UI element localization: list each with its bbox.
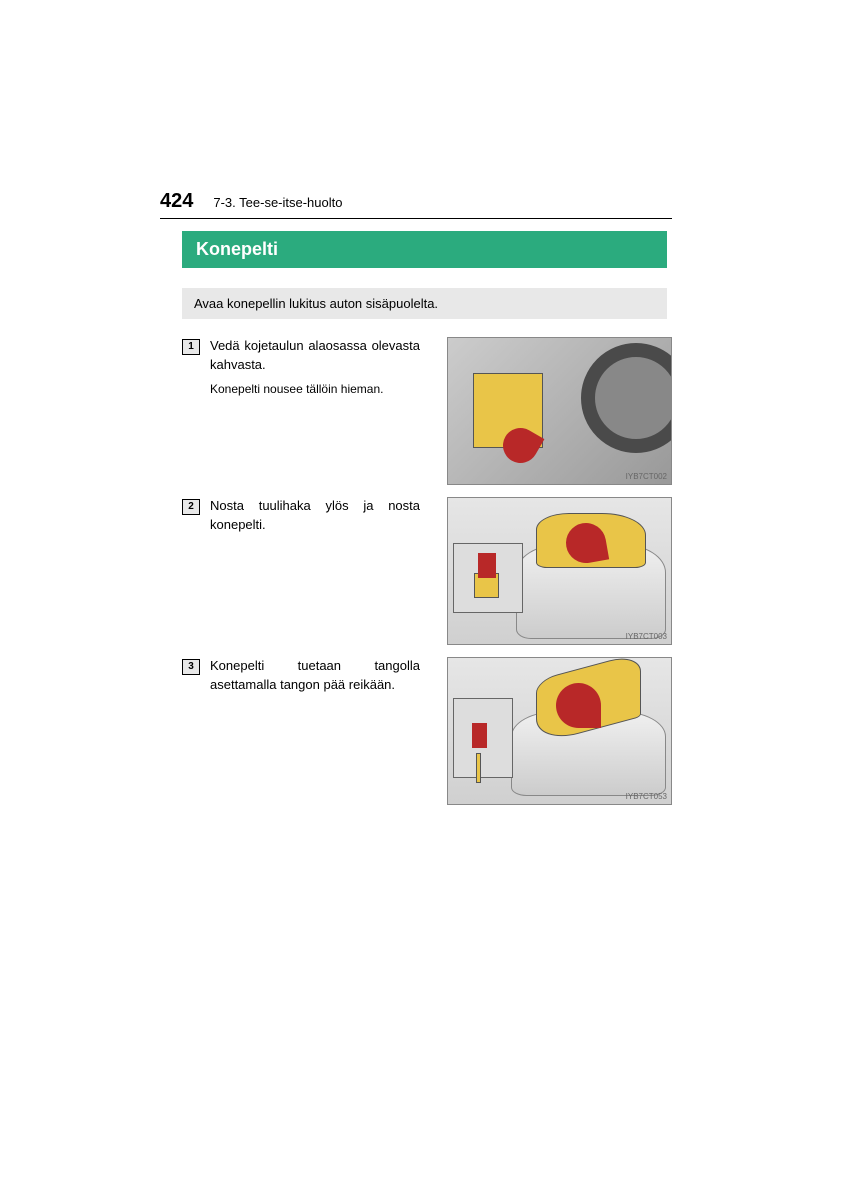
step-3: 3 Konepelti tuetaan tangolla asettamalla… (182, 657, 672, 805)
page-number: 424 (160, 190, 193, 213)
step-title: Vedä kojetaulun alaosassa olevasta kahva… (210, 337, 420, 375)
image-ref: IYB7CT053 (626, 792, 667, 801)
header-divider (160, 218, 672, 219)
page-header: 424 7-3. Tee-se-itse-huolto (160, 190, 672, 213)
step-number: 1 (182, 339, 200, 355)
step-1-image: IYB7CT002 (447, 337, 672, 485)
step-text: Nosta tuulihaka ylös ja nosta konepelti. (210, 497, 420, 535)
open-arrow-icon (556, 683, 601, 728)
step-1: 1 Vedä kojetaulun alaosassa olevasta kah… (182, 337, 672, 485)
image-ref: IYB7CT003 (626, 632, 667, 641)
support-rod-icon (476, 753, 481, 783)
step-number: 2 (182, 499, 200, 515)
intro-text: Avaa konepellin lukitus auton sisäpuolel… (182, 288, 667, 319)
page-title: Konepelti (182, 231, 667, 268)
step-text: Vedä kojetaulun alaosassa olevasta kahva… (210, 337, 420, 398)
section-path: 7-3. Tee-se-itse-huolto (213, 195, 342, 210)
step-3-image: IYB7CT053 (447, 657, 672, 805)
step-subtitle: Konepelti nousee tällöin hieman. (210, 381, 420, 398)
catch-arrow-icon (478, 553, 496, 578)
image-ref: IYB7CT002 (626, 472, 667, 481)
step-title: Nosta tuulihaka ylös ja nosta konepelti. (210, 497, 420, 535)
step-title: Konepelti tuetaan tangolla asettamalla t… (210, 657, 420, 695)
step-2: 2 Nosta tuulihaka ylös ja nosta konepelt… (182, 497, 672, 645)
step-text: Konepelti tuetaan tangolla asettamalla t… (210, 657, 420, 695)
rod-arrow-icon (472, 723, 487, 748)
step-number: 3 (182, 659, 200, 675)
step-2-image: IYB7CT003 (447, 497, 672, 645)
page-container: 424 7-3. Tee-se-itse-huolto Konepelti Av… (160, 190, 672, 817)
